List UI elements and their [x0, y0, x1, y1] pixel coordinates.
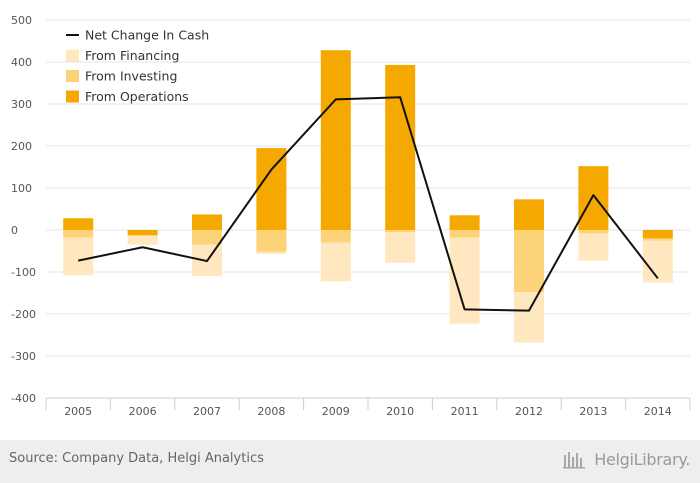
x-tick-label: 2008	[257, 405, 285, 418]
legend: Net Change In Cash From Financing From Inv…	[66, 28, 209, 104]
line-net-change-in-cash	[77, 96, 659, 312]
bar-from-operations-2007	[192, 214, 222, 230]
legend-swatch	[66, 90, 79, 103]
brand-logo[interactable]: HelgiLibrary.	[562, 449, 690, 469]
bar-from-operations-2008	[256, 148, 287, 230]
bar-from-operations-2013	[578, 166, 609, 230]
y-tick-label: -100	[11, 266, 36, 279]
y-tick-label: -200	[11, 308, 36, 321]
y-tick-label: 300	[11, 98, 32, 111]
bar-from-financing-2010	[385, 232, 416, 263]
bar-from-investing-2006	[127, 235, 158, 237]
bar-from-investing-2014	[642, 238, 673, 241]
x-tick-label: 2011	[451, 405, 479, 418]
footer: Source: Company Data, Helgi Analytics He…	[0, 440, 700, 483]
x-tick-label: 2005	[64, 405, 92, 418]
library-icon	[563, 452, 586, 469]
bar-from-operations-2012	[514, 199, 544, 230]
legend-swatch	[66, 49, 79, 62]
bar-from-investing-2013	[578, 230, 609, 234]
net-change-line	[77, 96, 659, 312]
y-tick-label: 0	[11, 224, 18, 237]
bar-from-financing-2012	[514, 292, 544, 343]
bar-from-operations-2009	[320, 50, 351, 230]
x-tick-label: 2009	[322, 405, 350, 418]
bar-from-financing-2005	[63, 237, 94, 276]
brand-name: HelgiLibrary.	[594, 449, 690, 469]
bar-from-investing-2008	[256, 230, 287, 252]
y-tick-label: 500	[11, 14, 32, 27]
x-tick-label: 2006	[129, 405, 157, 418]
bar-from-operations-2010	[385, 64, 416, 230]
bar-from-financing-2014	[642, 240, 673, 283]
y-tick-label: -300	[11, 350, 36, 363]
bar-from-investing-2009	[320, 230, 351, 243]
bar-from-financing-2013	[578, 233, 609, 261]
x-tick-label: 2010	[386, 405, 414, 418]
bar-from-investing-2012	[514, 230, 544, 293]
bar-from-financing-2008	[256, 251, 287, 254]
bar-from-operations-2006	[127, 230, 158, 236]
bar-from-financing-2009	[320, 242, 351, 282]
bar-from-financing-2011	[449, 237, 480, 324]
x-tick-label: 2013	[579, 405, 607, 418]
bar-from-operations-2014	[642, 230, 673, 239]
legend-label: From Investing	[85, 69, 177, 84]
bar-from-investing-2011	[449, 230, 480, 238]
y-tick-label: 200	[11, 140, 32, 153]
bar-from-operations-2005	[63, 218, 94, 230]
bar-from-financing-2006	[127, 236, 158, 245]
x-tick-label: 2012	[515, 405, 543, 418]
legend-swatch	[66, 70, 79, 82]
legend-label: From Financing	[85, 48, 179, 63]
bars	[63, 50, 673, 343]
x-tick-label: 2014	[644, 405, 672, 418]
y-tick-label: 400	[11, 56, 32, 69]
bar-from-investing-2010	[385, 230, 416, 233]
source-note: Source: Company Data, Helgi Analytics	[9, 451, 264, 466]
x-axis: 2005 2006 2007 2008 2009 2010 2011 2012 2013 2014	[45, 397, 691, 418]
bar-from-investing-2007	[192, 230, 222, 245]
x-tick-label: 2007	[193, 405, 221, 418]
y-tick-label: 100	[11, 182, 32, 195]
bar-from-investing-2005	[63, 230, 94, 238]
legend-label: Net Change In Cash	[85, 28, 209, 43]
bar-from-operations-2011	[449, 215, 480, 230]
legend-label: From Operations	[85, 89, 189, 104]
y-tick-label: -400	[11, 392, 36, 405]
y-axis-tick-labels: -400 -300 -200 -100 0 100 200 300 400 500	[11, 14, 36, 405]
